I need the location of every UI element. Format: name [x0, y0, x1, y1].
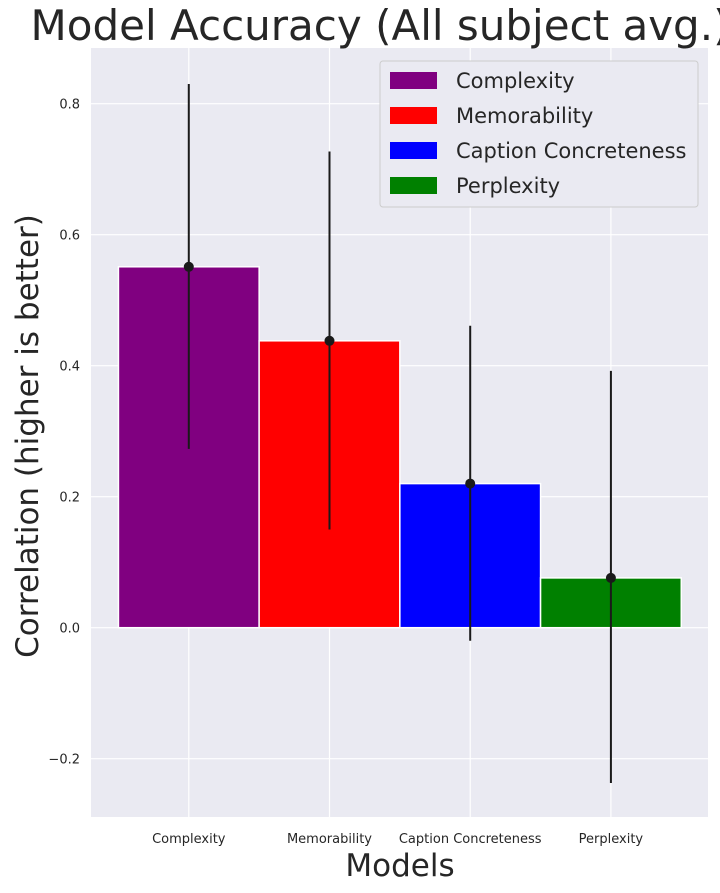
- legend-swatch: [390, 72, 437, 89]
- legend: Complexity Memorability Caption Concretene…: [379, 60, 699, 208]
- legend-label: Caption Concreteness: [456, 139, 687, 163]
- y-tick-label: −0.2: [48, 753, 80, 768]
- mean-point: [324, 335, 335, 346]
- mean-point: [465, 478, 476, 489]
- y-tick-label: 0.0: [59, 622, 80, 637]
- legend-box: [379, 60, 699, 208]
- legend-label: Memorability: [456, 104, 593, 128]
- x-tick-label: Perplexity: [579, 832, 644, 847]
- mean-point: [183, 261, 194, 272]
- legend-swatch: [390, 177, 437, 194]
- x-tick-label: Caption Concreteness: [399, 832, 542, 847]
- legend-label: Perplexity: [456, 174, 560, 198]
- y-tick-label: 0.8: [59, 98, 80, 113]
- y-tick-label: 0.2: [59, 491, 80, 506]
- legend-swatch: [390, 107, 437, 124]
- legend-label: Complexity: [456, 69, 575, 93]
- x-tick-label: Complexity: [152, 832, 226, 847]
- y-tick-label: 0.6: [59, 229, 80, 244]
- mean-point: [605, 572, 616, 583]
- y-axis-label: Correlation (higher is better): [10, 214, 46, 658]
- legend-swatch: [390, 142, 437, 159]
- x-tick-label: Memorability: [287, 832, 372, 847]
- y-tick-label: 0.4: [59, 360, 80, 375]
- x-axis-label: Models: [345, 848, 454, 884]
- chart-title: Model Accuracy (All subject avg.): [31, 1, 720, 50]
